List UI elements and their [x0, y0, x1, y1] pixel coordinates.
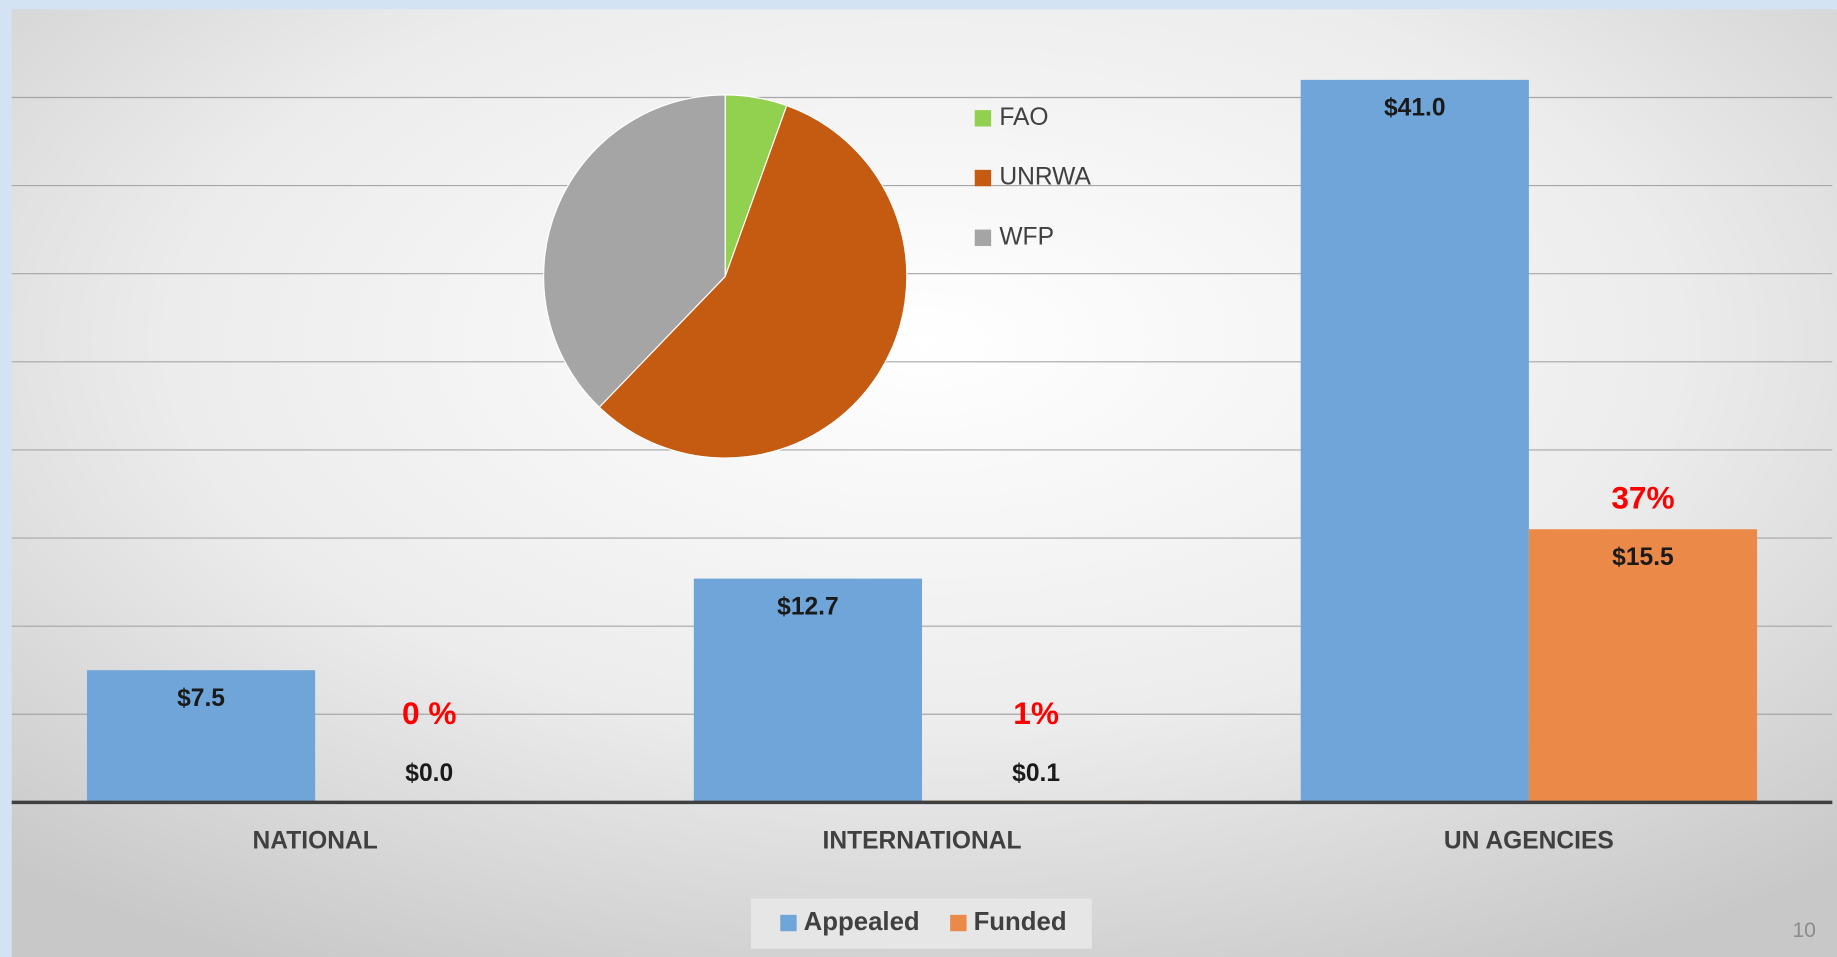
x-tick-label: NATIONAL	[253, 828, 378, 855]
legend-swatch	[974, 169, 992, 187]
value-label: $7.5	[177, 685, 225, 712]
pie-slice	[598, 104, 908, 459]
x-tick-label: UN AGENCIES	[1444, 828, 1614, 855]
bar	[693, 578, 923, 803]
page-number: 10	[1792, 919, 1815, 942]
x-tick-label: INTERNATIONAL	[822, 828, 1021, 855]
value-label: $41.0	[1384, 95, 1446, 122]
bar	[1300, 79, 1529, 803]
value-label: $15.5	[1612, 544, 1674, 571]
legend-swatch	[974, 110, 992, 127]
value-label: $0.0	[405, 760, 453, 787]
percent-annotation: 1%	[1013, 695, 1059, 731]
bar	[1528, 529, 1758, 803]
percent-annotation: 37%	[1611, 479, 1674, 515]
legend-swatch	[950, 914, 967, 932]
legend-label: Funded	[974, 908, 1067, 936]
legend-swatch	[974, 229, 992, 246]
legend-swatch	[780, 914, 797, 932]
chart: NATIONAL $7.5 $0.0 0 % INTERNATIONAL $12.7 $0.…	[11, 79, 1833, 942]
legend-label: FAO	[999, 104, 1048, 131]
legend-label: Appealed	[804, 908, 920, 936]
bar	[86, 670, 316, 803]
value-label: $0.1	[1012, 760, 1060, 787]
panel	[11, 9, 1837, 957]
pie-slice	[543, 94, 726, 409]
value-label: $12.7	[777, 593, 839, 620]
legend-label: UNRWA	[999, 164, 1091, 191]
legend-box	[750, 898, 1092, 949]
legend-label: WFP	[999, 223, 1054, 250]
percent-annotation: 0 %	[402, 695, 456, 731]
